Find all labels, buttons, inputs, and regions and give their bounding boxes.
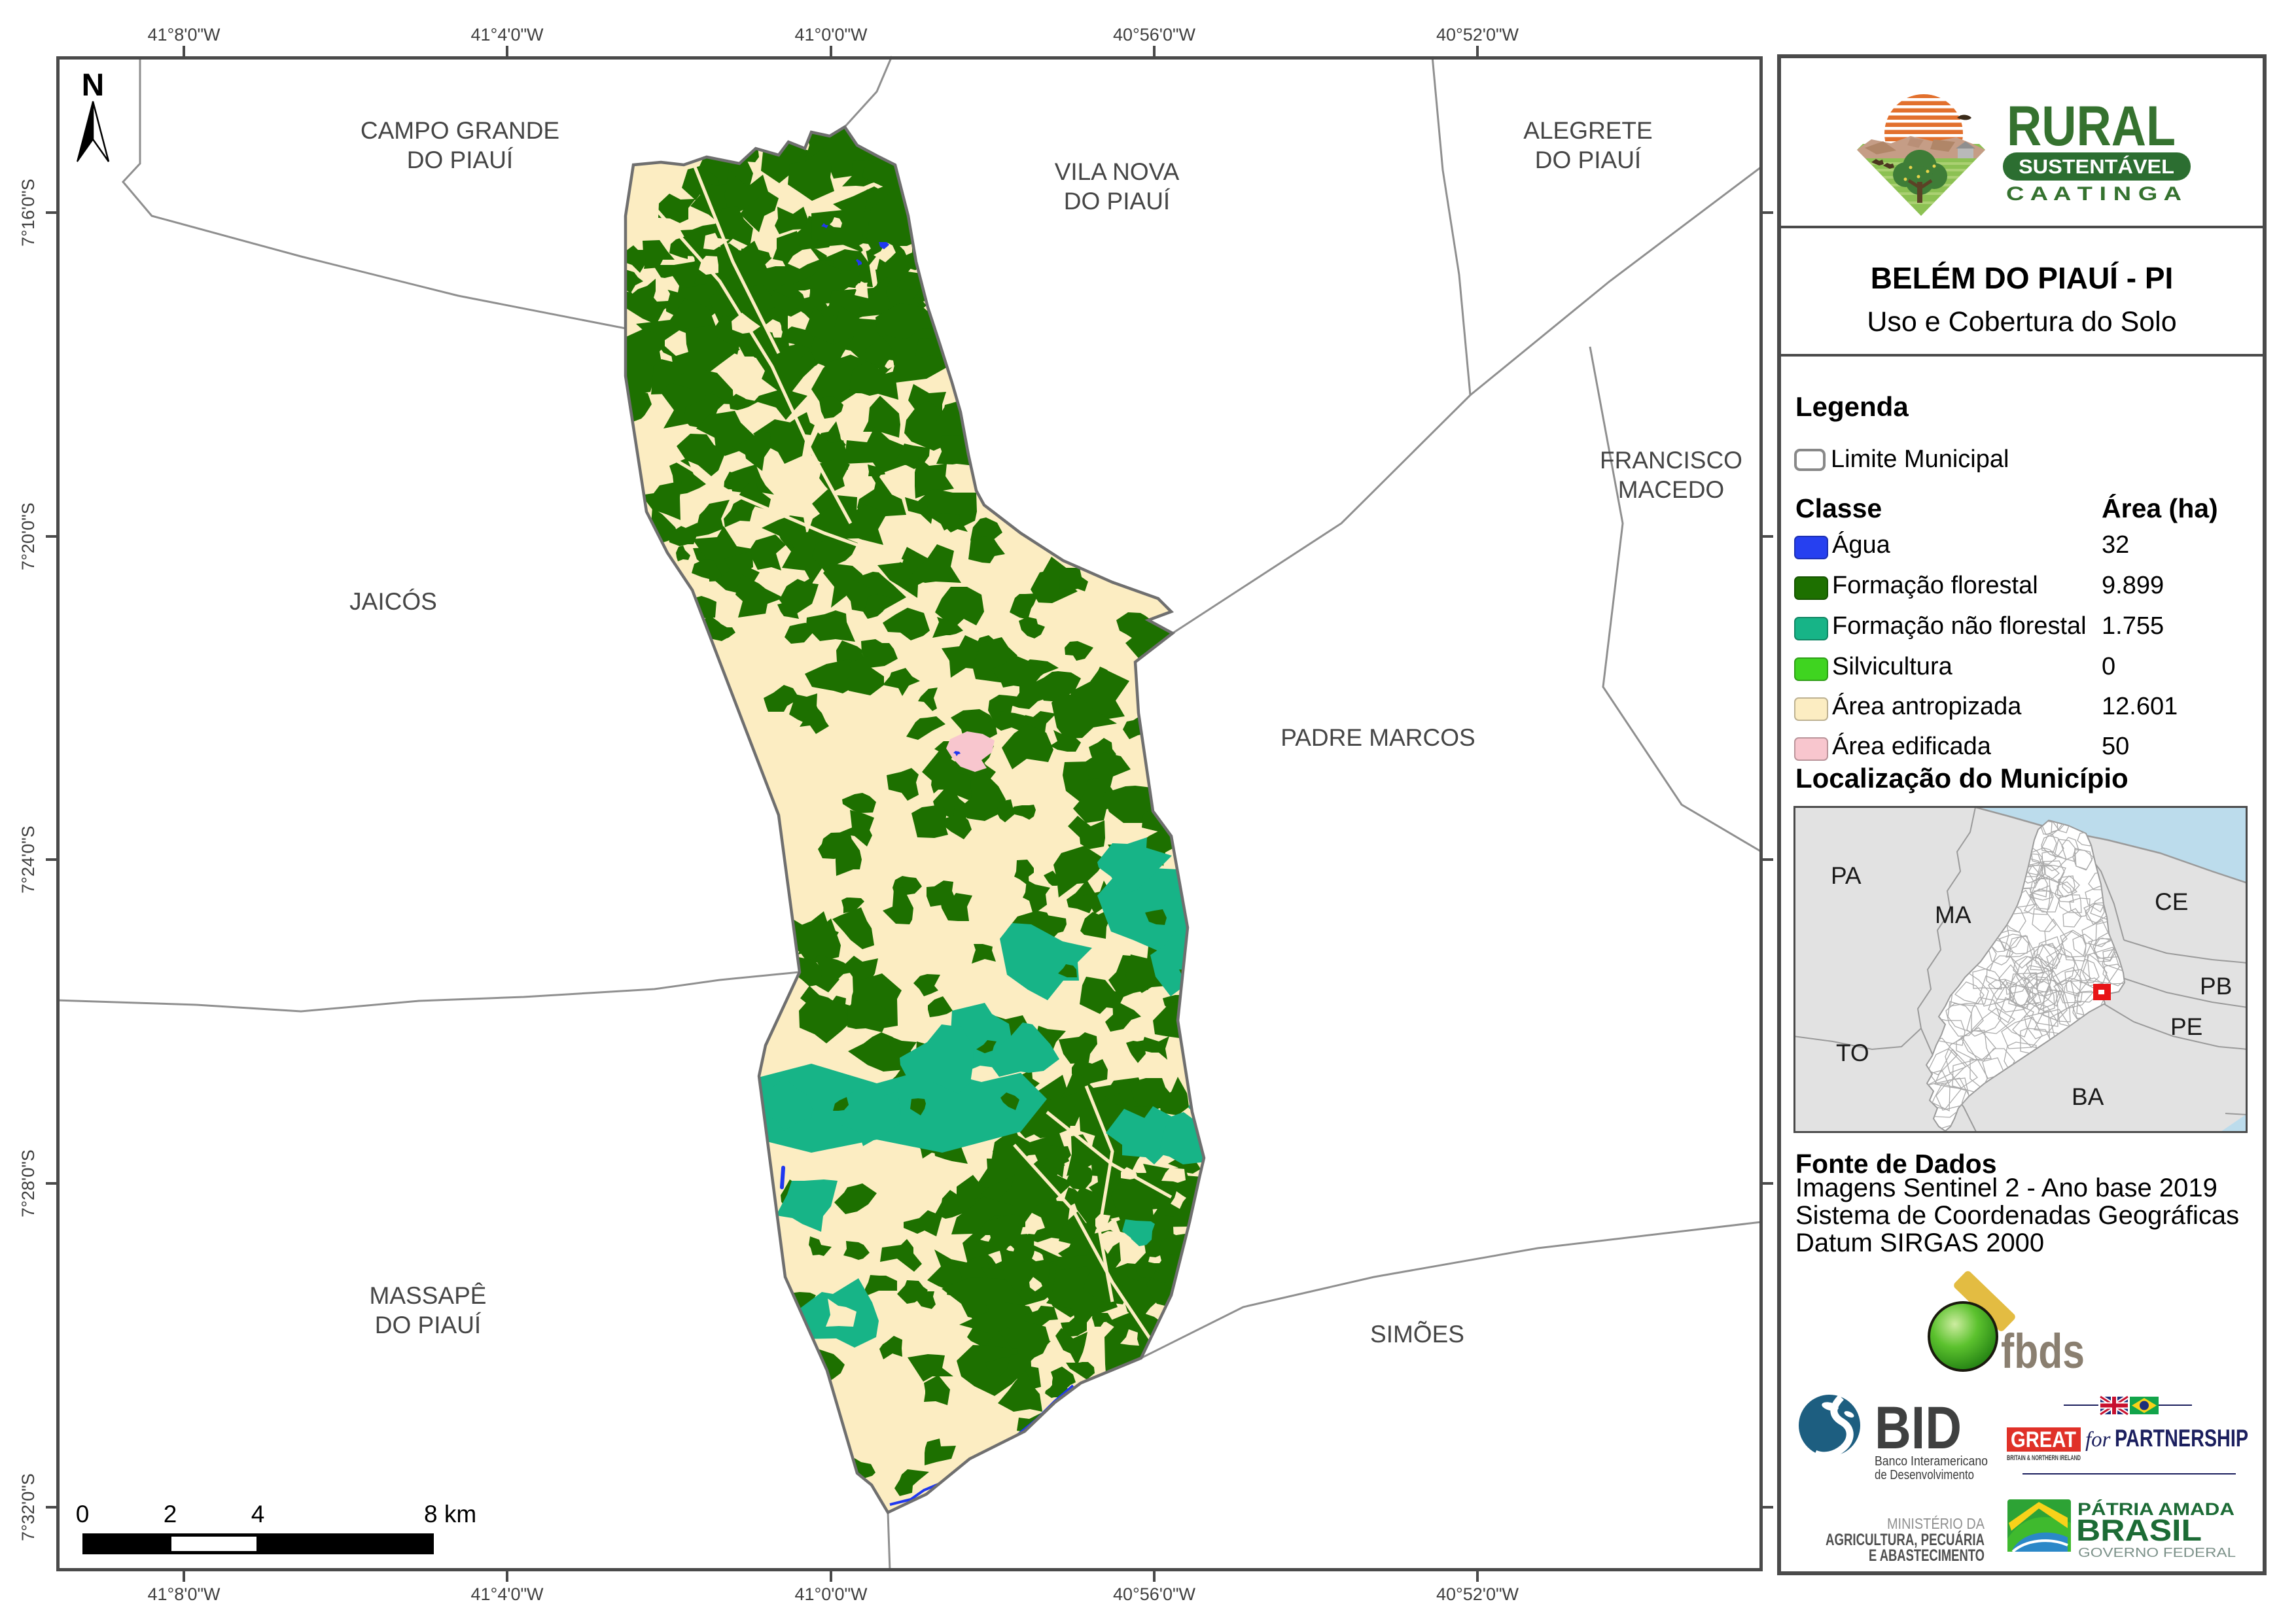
svg-text:PA: PA (1831, 862, 1862, 889)
svg-text:MACEDO: MACEDO (1618, 476, 1724, 503)
svg-text:MASSAPÊ: MASSAPÊ (370, 1282, 487, 1309)
svg-text:Banco Interamericano: Banco Interamericano (1875, 1454, 1988, 1469)
svg-text:VILA NOVA: VILA NOVA (1055, 158, 1180, 185)
svg-text:41°0'0"W: 41°0'0"W (794, 1584, 868, 1604)
svg-text:MINISTÉRIO DA: MINISTÉRIO DA (1887, 1515, 1985, 1532)
svg-text:for: for (2085, 1428, 2111, 1452)
svg-text:PARTNERSHIP: PARTNERSHIP (2115, 1425, 2248, 1452)
svg-text:N: N (82, 68, 105, 103)
svg-text:41°8'0"W: 41°8'0"W (147, 25, 221, 44)
svg-text:7°20'0"S: 7°20'0"S (18, 502, 38, 570)
svg-text:7°28'0"S: 7°28'0"S (18, 1149, 38, 1217)
svg-text:BRASIL: BRASIL (2076, 1513, 2202, 1547)
svg-text:40°56'0"W: 40°56'0"W (1113, 1584, 1196, 1604)
svg-text:JAICÓS: JAICÓS (349, 588, 437, 615)
svg-text:DO PIAUÍ: DO PIAUÍ (375, 1312, 482, 1338)
svg-text:7°16'0"S: 7°16'0"S (18, 179, 38, 247)
svg-text:PE: PE (2170, 1013, 2202, 1040)
svg-text:GOVERNO FEDERAL: GOVERNO FEDERAL (2078, 1546, 2236, 1560)
svg-text:DO PIAUÍ: DO PIAUÍ (407, 147, 514, 173)
svg-text:7°24'0"S: 7°24'0"S (18, 826, 38, 894)
svg-text:CE: CE (2155, 888, 2188, 915)
svg-text:8 km: 8 km (424, 1501, 476, 1527)
svg-text:2: 2 (164, 1501, 177, 1527)
svg-text:0: 0 (76, 1501, 90, 1527)
svg-text:BID: BID (1875, 1395, 1962, 1461)
svg-text:DO PIAUÍ: DO PIAUÍ (1064, 188, 1171, 215)
svg-text:ALEGRETE: ALEGRETE (1523, 117, 1652, 144)
svg-text:de Desenvolvimento: de Desenvolvimento (1875, 1468, 1974, 1482)
svg-text:40°52'0"W: 40°52'0"W (1436, 1584, 1519, 1604)
svg-text:RURAL: RURAL (2007, 95, 2176, 158)
svg-text:CAMPO GRANDE: CAMPO GRANDE (361, 117, 559, 144)
svg-text:FRANCISCO: FRANCISCO (1600, 447, 1742, 474)
svg-text:E ABASTECIMENTO: E ABASTECIMENTO (1869, 1546, 1985, 1565)
svg-text:fbds: fbds (2001, 1324, 2085, 1377)
svg-text:BRITAIN & NORTHERN IRELAND: BRITAIN & NORTHERN IRELAND (2007, 1454, 2081, 1462)
svg-text:GREAT: GREAT (2011, 1427, 2076, 1452)
svg-text:SIMÕES: SIMÕES (1370, 1321, 1464, 1348)
svg-text:40°56'0"W: 40°56'0"W (1113, 25, 1196, 44)
svg-text:41°4'0"W: 41°4'0"W (470, 1584, 544, 1604)
svg-text:41°0'0"W: 41°0'0"W (794, 25, 868, 44)
svg-text:BA: BA (2072, 1083, 2104, 1110)
svg-text:PADRE MARCOS: PADRE MARCOS (1280, 724, 1475, 751)
svg-text:41°4'0"W: 41°4'0"W (470, 25, 544, 44)
svg-text:MA: MA (1935, 901, 1971, 928)
svg-text:40°52'0"W: 40°52'0"W (1436, 25, 1519, 44)
svg-text:C A A T I N G A: C A A T I N G A (2006, 183, 2181, 205)
svg-text:SUSTENTÁVEL: SUSTENTÁVEL (2019, 155, 2174, 178)
svg-text:PÁTRIA AMADA: PÁTRIA AMADA (2077, 1499, 2234, 1519)
svg-text:DO PIAUÍ: DO PIAUÍ (1535, 147, 1642, 173)
svg-text:41°8'0"W: 41°8'0"W (147, 1584, 221, 1604)
svg-text:PB: PB (2200, 973, 2232, 1000)
svg-text:7°32'0"S: 7°32'0"S (18, 1473, 38, 1541)
svg-text:AGRICULTURA, PECUÁRIA: AGRICULTURA, PECUÁRIA (1826, 1530, 1985, 1549)
svg-text:TO: TO (1836, 1039, 1869, 1066)
svg-text:4: 4 (251, 1501, 265, 1527)
